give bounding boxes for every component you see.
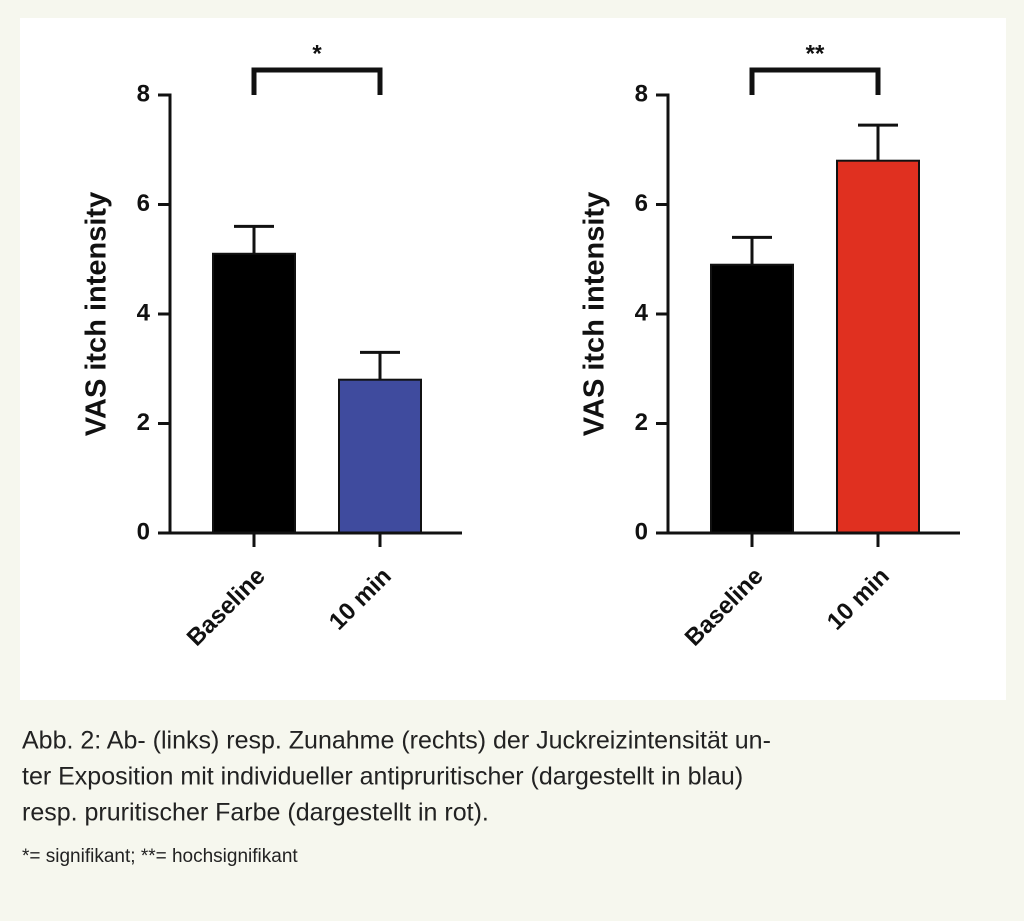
- y-tick-label: 0: [137, 518, 150, 545]
- y-tick-label: 6: [137, 190, 150, 217]
- y-tick-label: 8: [137, 80, 150, 107]
- significance-label: **: [806, 40, 825, 67]
- y-tick-label: 2: [635, 409, 648, 436]
- y-tick-label: 4: [137, 299, 151, 326]
- y-tick-label: 8: [635, 80, 648, 107]
- significance-bracket: [251, 67, 383, 95]
- caption-line: resp. pruritischer Farbe (dargestellt in…: [22, 799, 489, 827]
- y-tick-label: 2: [137, 409, 150, 436]
- bar: [212, 252, 296, 534]
- y-tick-label: 4: [635, 299, 649, 326]
- caption-line: Abb. 2: Ab- (links) resp. Zunahme (recht…: [22, 727, 771, 755]
- significance-bracket: [749, 67, 881, 95]
- bar: [836, 159, 920, 534]
- caption-line: ter Exposition mit individueller antipru…: [22, 763, 743, 791]
- significance-label: *: [312, 40, 322, 67]
- y-tick-label: 6: [635, 190, 648, 217]
- y-axis-label: VAS itch intensity: [579, 192, 611, 436]
- y-axis-label: VAS itch intensity: [81, 192, 113, 436]
- y-tick-label: 0: [635, 518, 648, 545]
- bar: [710, 263, 794, 534]
- bar: [338, 378, 422, 535]
- caption-note: *= signifikant; **= hochsignifikant: [22, 846, 298, 867]
